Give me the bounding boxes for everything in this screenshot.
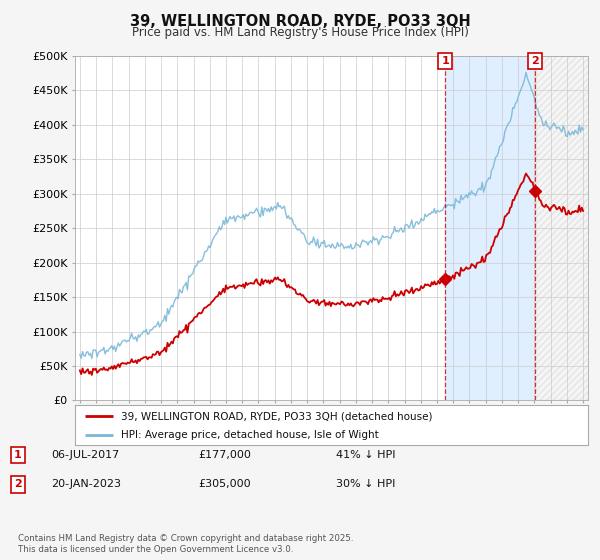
Text: Price paid vs. HM Land Registry's House Price Index (HPI): Price paid vs. HM Land Registry's House … (131, 26, 469, 39)
Text: 1: 1 (441, 56, 449, 66)
Bar (535, 56, 600, 400)
Text: 20-JAN-2023: 20-JAN-2023 (51, 479, 121, 489)
Text: 39, WELLINGTON ROAD, RYDE, PO33 3QH (detached house): 39, WELLINGTON ROAD, RYDE, PO33 3QH (det… (121, 411, 433, 421)
Text: 2: 2 (14, 479, 22, 489)
Text: HPI: Average price, detached house, Isle of Wight: HPI: Average price, detached house, Isle… (121, 430, 379, 440)
Text: Contains HM Land Registry data © Crown copyright and database right 2025.
This d: Contains HM Land Registry data © Crown c… (18, 534, 353, 554)
Text: £305,000: £305,000 (198, 479, 251, 489)
Text: 30% ↓ HPI: 30% ↓ HPI (336, 479, 395, 489)
Text: 1: 1 (14, 450, 22, 460)
Text: 06-JUL-2017: 06-JUL-2017 (51, 450, 119, 460)
Text: £177,000: £177,000 (198, 450, 251, 460)
Text: 2: 2 (532, 56, 539, 66)
Text: 41% ↓ HPI: 41% ↓ HPI (336, 450, 395, 460)
Bar (445, 56, 535, 400)
Text: 39, WELLINGTON ROAD, RYDE, PO33 3QH: 39, WELLINGTON ROAD, RYDE, PO33 3QH (130, 14, 470, 29)
